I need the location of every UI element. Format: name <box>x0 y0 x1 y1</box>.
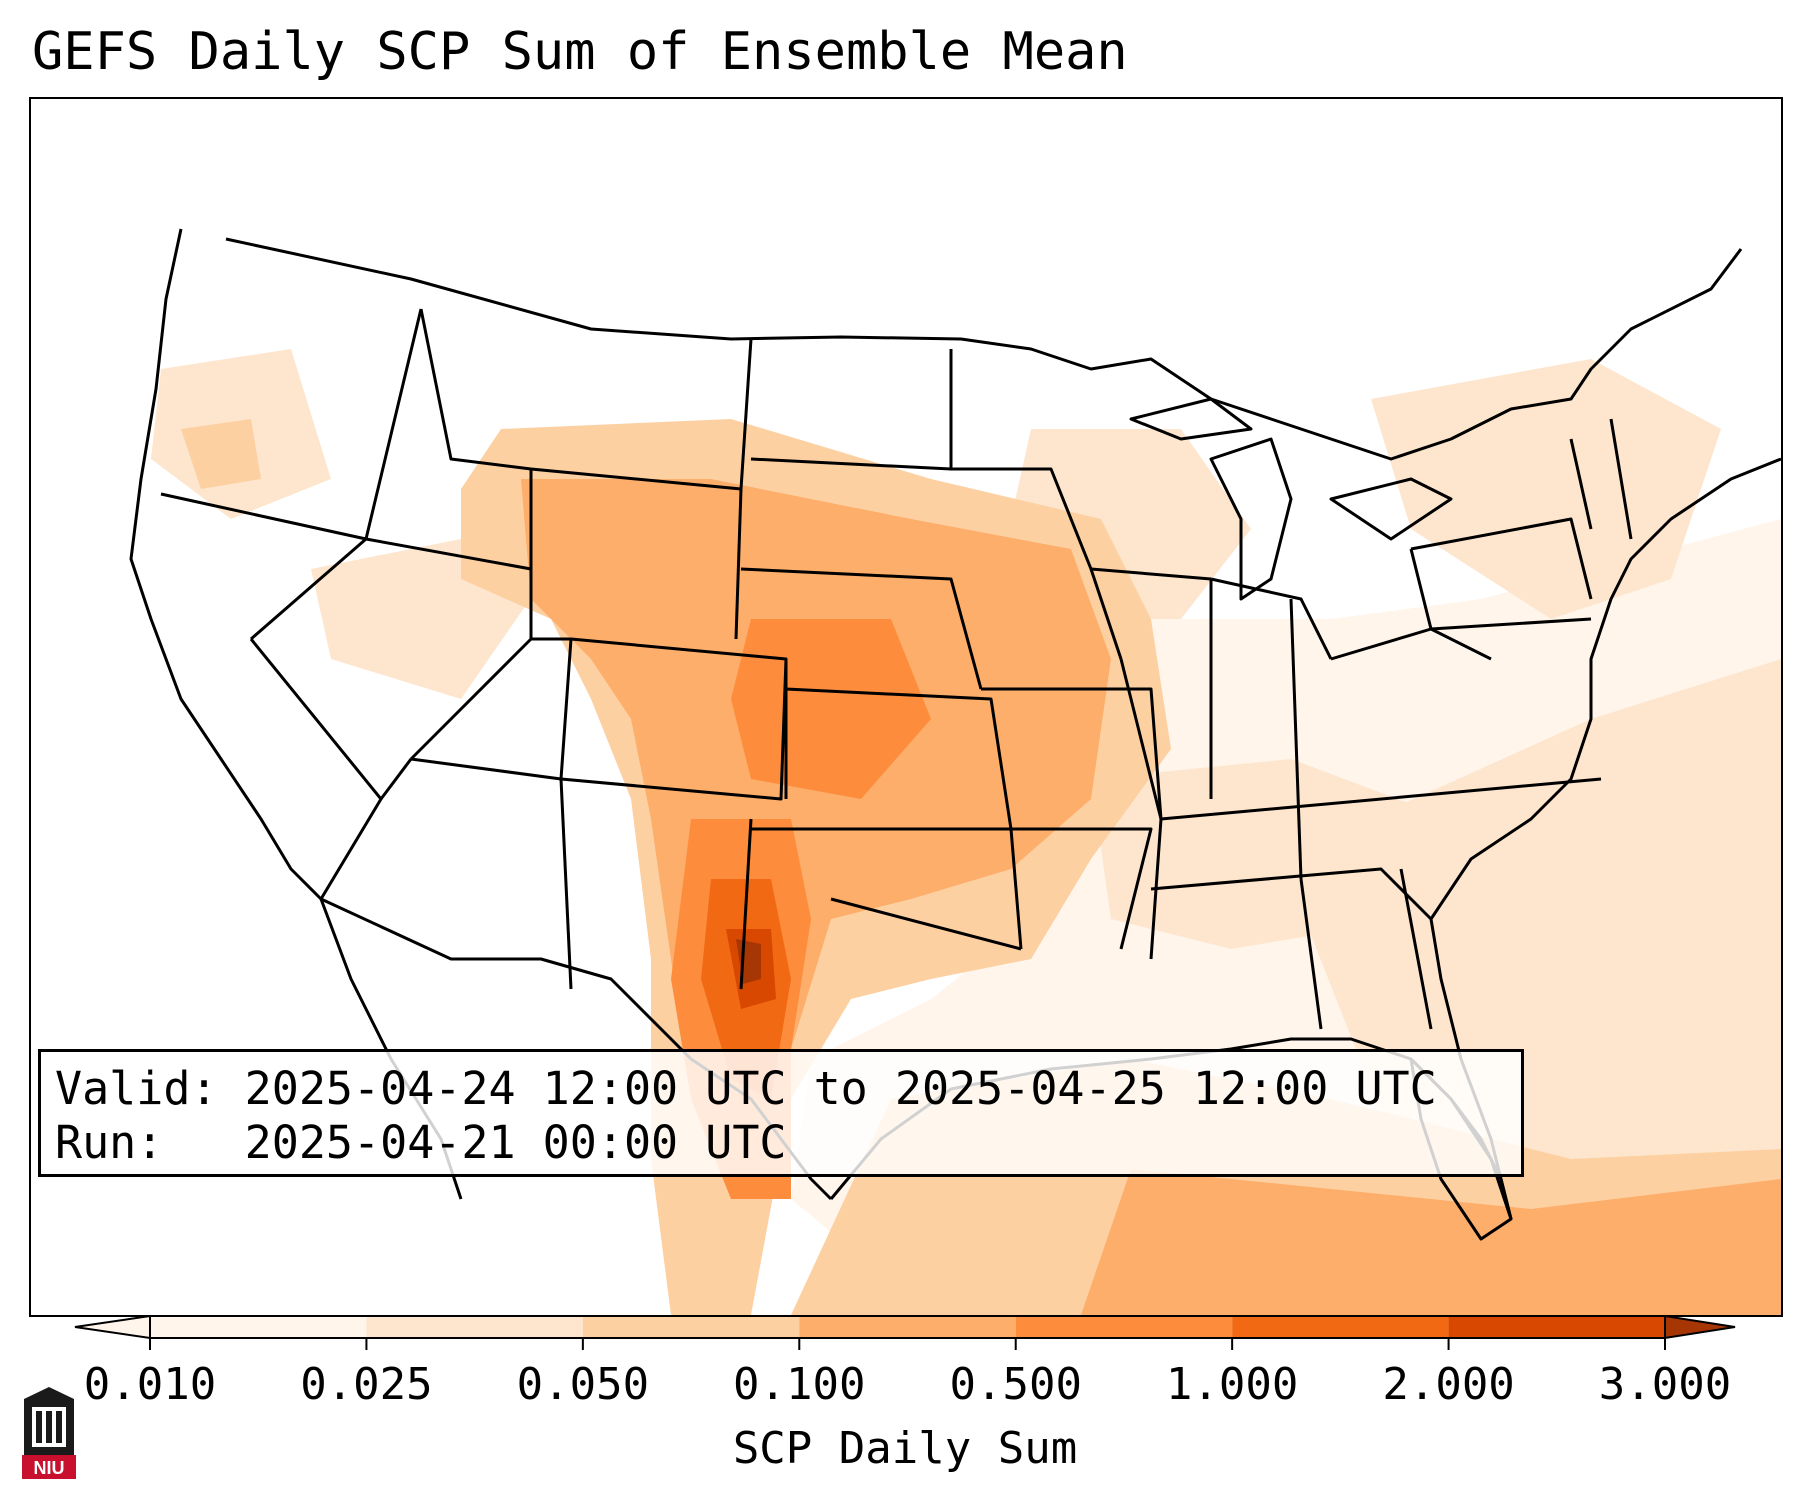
colorbar-tick-label: 0.025 <box>300 1359 432 1410</box>
logo-text: NIU <box>34 1458 65 1478</box>
run-value: 2025-04-21 00:00 UTC <box>244 1116 787 1169</box>
run-label: Run: <box>55 1116 164 1169</box>
colorbar-segment <box>150 1316 367 1338</box>
colorbar-segment <box>799 1316 1016 1338</box>
run-line: Run: 2025-04-21 00:00 UTC <box>55 1116 1521 1170</box>
colorbar-extend-low <box>74 1314 151 1340</box>
colorbar-extend-high <box>1664 1314 1736 1340</box>
state-borders <box>129 228 1781 1241</box>
niu-logo: NIU <box>22 1387 76 1479</box>
colorbar-tick-label: 0.500 <box>949 1359 1081 1410</box>
colorbar-segment <box>366 1316 583 1338</box>
info-box: Valid: 2025-04-24 12:00 UTC to 2025-04-2… <box>38 1049 1524 1177</box>
colorbar-segment <box>1448 1316 1665 1338</box>
colorbar-outline <box>149 1315 1666 1339</box>
valid-value: 2025-04-24 12:00 UTC to 2025-04-25 12:00… <box>244 1062 1437 1115</box>
colorbar-segment <box>1232 1316 1449 1338</box>
map-title: GEFS Daily SCP Sum of Ensemble Mean <box>32 22 1128 82</box>
valid-line: Valid: 2025-04-24 12:00 UTC to 2025-04-2… <box>55 1062 1521 1116</box>
colorbar-segment <box>582 1316 800 1338</box>
colorbar-label: SCP Daily Sum <box>733 1423 1077 1474</box>
colorbar-tick-label: 3.000 <box>1599 1359 1731 1410</box>
colorbar-tick-label: 0.010 <box>84 1359 216 1410</box>
colorbar-tick-label: 2.000 <box>1382 1359 1514 1410</box>
valid-label: Valid: <box>55 1062 218 1115</box>
colorbar-segments <box>74 1314 1736 1340</box>
colorbar: 0.010 0.025 0.050 0.100 0.500 1.000 2.000 3.000… <box>74 1314 1736 1474</box>
colorbar-tick-label: 1.000 <box>1166 1359 1298 1410</box>
colorbar-ticks: 0.010 0.025 0.050 0.100 0.500 1.000 2.000 3.000 <box>84 1338 1731 1410</box>
colorbar-tick-label: 0.100 <box>733 1359 865 1410</box>
colorbar-tick-label: 0.050 <box>517 1359 649 1410</box>
colorbar-segment <box>1015 1316 1233 1338</box>
